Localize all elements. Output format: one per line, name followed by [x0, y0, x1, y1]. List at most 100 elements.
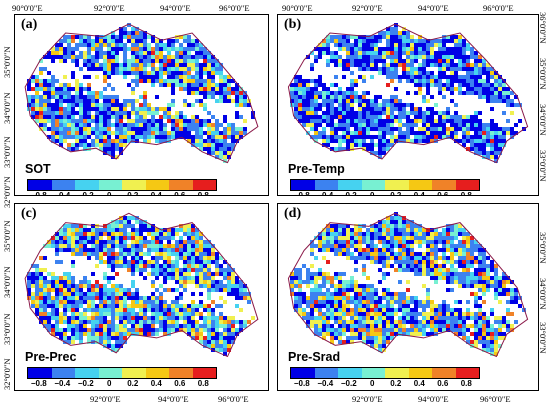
lat-label-left: 32°0'0"N	[2, 358, 12, 390]
colorbar-tick-label: −0.2	[77, 191, 94, 196]
colorbar-swatch	[361, 180, 385, 190]
lon-label-top: 94°0'0"E	[160, 3, 191, 13]
colorbar-swatch	[385, 180, 409, 190]
colorbar-swatch	[291, 180, 315, 190]
colorbar-tick-label: 0.8	[197, 379, 209, 388]
colorbar-swatch	[408, 368, 432, 378]
colorbar-tick-label: 0.8	[460, 191, 472, 196]
lon-label-top: 92°0'0"E	[94, 3, 125, 13]
colorbar-tick-label: −0.2	[77, 379, 94, 388]
colorbar-swatch	[361, 368, 385, 378]
colorbar-swatch	[122, 368, 146, 378]
colorbar-tick-label: −0.2	[340, 379, 357, 388]
colorbar-tick-label: 0	[370, 379, 375, 388]
colorbar-swatch	[145, 368, 169, 378]
lon-label-bottom: 94°0'0"E	[418, 394, 449, 404]
colorbar-tick-label: 0.6	[437, 379, 449, 388]
map-raster	[287, 212, 529, 358]
colorbar-tick-label: 0	[107, 191, 112, 196]
map-raster	[24, 23, 259, 164]
colorbar-tick-label: 0.6	[174, 191, 186, 196]
colorbar-swatch	[169, 180, 193, 190]
lon-label-top: 94°0'0"E	[418, 3, 449, 13]
panel-letter: (b)	[284, 17, 302, 32]
colorbar-tick-label: 0.4	[413, 379, 425, 388]
colorbar-swatch	[75, 180, 99, 190]
colorbar-tick-label: 0.2	[390, 379, 402, 388]
map-panel-c: (c) Pre-Prec −0.8 −0.4 −0.2 0 0.2 0.4 0.6 0.8	[14, 203, 269, 391]
lon-label-bottom: 96°0'0"E	[480, 394, 511, 404]
colorbar-tick-label: −0.8	[30, 191, 47, 196]
lat-label-right: 34°0'0"N	[538, 104, 548, 136]
lat-label-left: 35°0'0"N	[2, 46, 12, 78]
colorbar-swatch	[28, 180, 52, 190]
colorbar-tick-label: 0.2	[127, 379, 139, 388]
lon-label-top: 92°0'0"E	[352, 3, 383, 13]
map-panel-d: (d) Pre-Srad −0.8 −0.4 −0.2 0 0.2 0.4 0.6 0.8	[277, 203, 539, 391]
lat-label-left: 33°0'0"N	[2, 136, 12, 168]
lat-label-right: 35°0'0"N	[538, 58, 548, 90]
colorbar-swatch	[28, 368, 52, 378]
lat-label-right: 36°0'0"N	[538, 12, 548, 44]
panel-letter: (d)	[284, 206, 302, 221]
lat-label-right: 35°0'0"N	[538, 232, 548, 264]
colorbar-swatch	[291, 368, 315, 378]
colorbar-swatch	[432, 180, 456, 190]
colorbar-swatch	[192, 180, 216, 190]
panel-title: Pre-Srad	[288, 350, 341, 364]
lat-label-left: 34°0'0"N	[2, 92, 12, 124]
colorbar-tick-label: 0.6	[174, 379, 186, 388]
colorbar-tick-label: 0.4	[150, 191, 162, 196]
colorbar-tick-label: −0.4	[54, 379, 71, 388]
colorbar-tick-label: 0.2	[390, 191, 402, 196]
basin-boundary	[287, 23, 529, 164]
colorbar-tick-label: 0.6	[437, 191, 449, 196]
colorbar-swatch	[192, 368, 216, 378]
colorbar-tick-label: −0.8	[30, 379, 47, 388]
panel-letter: (a)	[21, 17, 38, 32]
colorbar-swatch	[455, 368, 479, 378]
lon-label-bottom: 92°0'0"E	[90, 394, 121, 404]
lat-label-left: 33°0'0"N	[2, 313, 12, 345]
colorbar-tick-label: 0.4	[413, 191, 425, 196]
colorbar-tick-label: 0.8	[197, 191, 209, 196]
colorbar-swatch	[98, 180, 122, 190]
colorbar-tick-label: 0	[107, 379, 112, 388]
lon-label-bottom: 96°0'0"E	[218, 394, 249, 404]
colorbar	[27, 179, 217, 191]
lon-label-top: 90°0'0"E	[282, 3, 313, 13]
lat-label-left: 32°0'0"N	[2, 176, 12, 208]
colorbar-swatch	[75, 368, 99, 378]
lon-label-bottom: 92°0'0"E	[352, 394, 383, 404]
lon-label-bottom: 94°0'0"E	[158, 394, 189, 404]
colorbar-swatch	[122, 180, 146, 190]
panel-letter: (c)	[21, 206, 37, 221]
colorbar-swatch	[169, 368, 193, 378]
colorbar-swatch	[314, 180, 338, 190]
colorbar-swatch	[145, 180, 169, 190]
colorbar-swatch	[432, 368, 456, 378]
colorbar-tick-label: 0.8	[460, 379, 472, 388]
lon-label-top: 96°0'0"E	[219, 3, 250, 13]
colorbar-tick-label: −0.4	[317, 379, 334, 388]
colorbar-swatch	[408, 180, 432, 190]
colorbar-swatch	[51, 180, 75, 190]
lat-label-left: 35°0'0"N	[2, 220, 12, 252]
lat-label-right: 33°0'0"N	[538, 150, 548, 182]
lon-label-top: 90°0'0"E	[12, 3, 43, 13]
lon-label-top: 96°0'0"E	[483, 3, 514, 13]
colorbar-swatch	[51, 368, 75, 378]
colorbar-swatch	[455, 180, 479, 190]
colorbar	[290, 179, 480, 191]
panel-title: SOT	[25, 162, 51, 176]
colorbar-tick-label: 0.2	[127, 191, 139, 196]
lat-label-left: 34°0'0"N	[2, 266, 12, 298]
colorbar	[290, 367, 480, 379]
panel-title: Pre-Temp	[288, 162, 345, 176]
colorbar-swatch	[338, 368, 362, 378]
basin-boundary	[24, 23, 259, 164]
panel-title: Pre-Prec	[25, 350, 77, 364]
map-raster	[24, 212, 259, 358]
map-panel-b: (b) Pre-Temp −0.8 −0.4 −0.2 0 0.2 0.4 0.6 0.8	[277, 14, 539, 196]
basin-boundary	[287, 212, 529, 358]
